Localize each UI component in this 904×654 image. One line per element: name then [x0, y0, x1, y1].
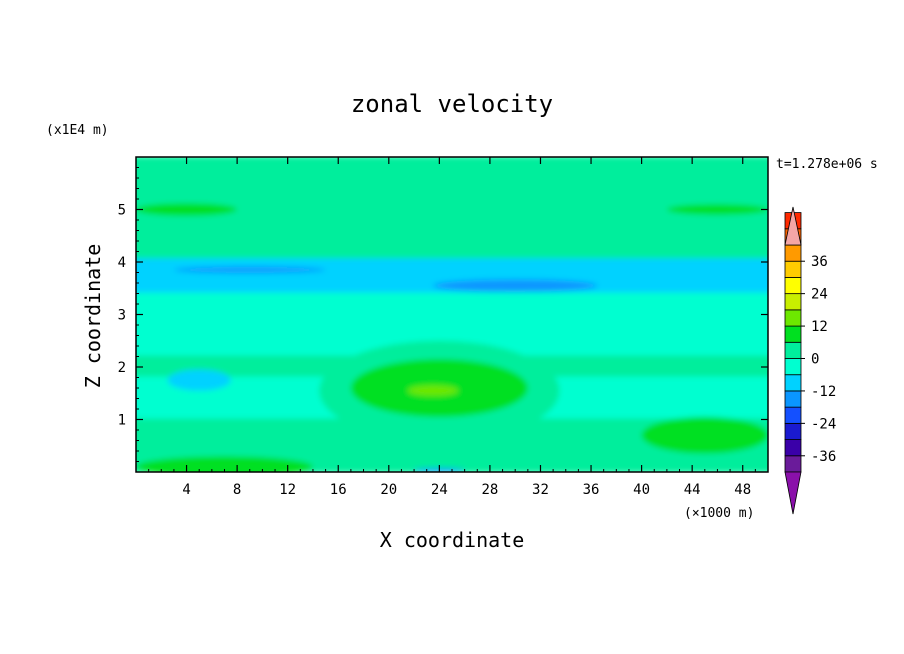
contour-feature [136, 456, 313, 472]
colorbar-level [784, 374, 802, 392]
contour-band [136, 198, 768, 219]
colorbar-tick-label: -24 [811, 416, 836, 432]
colorbar-level [784, 260, 802, 278]
colorbar-tick-label: 36 [811, 254, 828, 270]
x-tick-label: 4 [182, 482, 190, 498]
colorbar-level [784, 358, 802, 376]
y-tick-label: 4 [118, 255, 126, 271]
colorbar-level [784, 293, 802, 311]
contour-fill-group [136, 157, 768, 472]
contour-field [136, 157, 768, 472]
y-units-label: (x1E4 m) [46, 123, 109, 138]
colorbar-level [784, 390, 802, 408]
colorbar-level [784, 341, 802, 359]
chart-title: zonal velocity [351, 90, 553, 118]
colorbar-level [784, 406, 802, 424]
y-axis-label: Z coordinate [81, 244, 105, 389]
x-axis-label: X coordinate [380, 528, 525, 552]
contour-band [136, 292, 768, 340]
x-tick-label: 20 [380, 482, 397, 498]
x-tick-label: 8 [233, 482, 241, 498]
colorbar-tick-label: -12 [811, 384, 836, 400]
x-tick-label: 36 [583, 482, 600, 498]
colorbar-level [784, 439, 802, 457]
colorbar-tick-label: 0 [811, 352, 819, 368]
x-axis: 4 8 12 16 20 24 28 32 36 40 44 48 [148, 157, 756, 498]
x-tick-label: 44 [684, 482, 701, 498]
x-tick-label: 28 [481, 482, 498, 498]
colorbar-tick-label: 12 [811, 319, 828, 335]
y-tick-label: 5 [118, 203, 126, 219]
contour-feature [136, 203, 238, 216]
colorbar-over-arrow [784, 206, 802, 246]
x-tick-label: 24 [431, 482, 448, 498]
x-tick-label: 40 [633, 482, 650, 498]
contour-band [136, 232, 768, 261]
y-tick-label: 1 [118, 413, 126, 429]
colorbar: 36 24 12 0 -12 -24 -36 [784, 206, 836, 515]
contour-feature [666, 204, 768, 215]
x-tick-label: 12 [279, 482, 296, 498]
x-tick-label: 16 [330, 482, 347, 498]
colorbar-level [784, 309, 802, 327]
colorbar-level [784, 422, 802, 440]
x-tick-label: 32 [532, 482, 549, 498]
contour-feature [167, 369, 231, 391]
y-tick-label: 2 [118, 360, 126, 376]
contour-feature [433, 279, 598, 292]
y-tick-label: 3 [118, 308, 126, 324]
x-tick-label: 48 [734, 482, 751, 498]
contour-band [136, 157, 768, 182]
colorbar-level [784, 244, 802, 262]
colorbar-level [784, 277, 802, 295]
x-units-label: (×1000 m) [684, 506, 754, 521]
y-axis: 1 2 3 4 5 [118, 167, 768, 462]
colorbar-under-arrow [784, 471, 802, 515]
time-label: t=1.278e+06 s [776, 157, 878, 172]
colorbar-level [784, 325, 802, 343]
colorbar-tick-label: -36 [811, 449, 836, 465]
colorbar-tick-label: 24 [811, 287, 828, 303]
contour-band [136, 216, 768, 235]
contour-band [136, 179, 768, 200]
contour-feature [673, 425, 737, 445]
contour-feature [407, 385, 459, 396]
colorbar-level [784, 455, 802, 473]
contour-feature [173, 266, 326, 274]
